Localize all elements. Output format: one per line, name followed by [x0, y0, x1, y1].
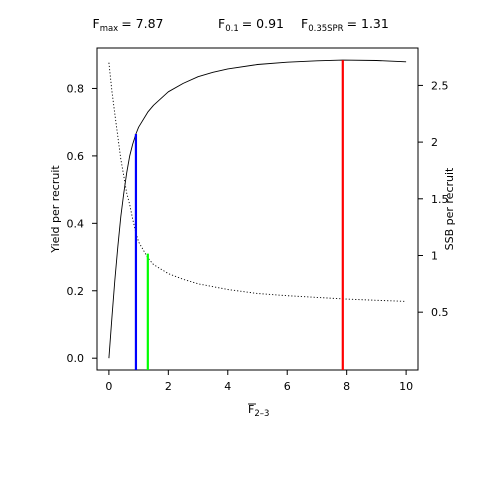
y-tick-label: 0.8	[67, 82, 85, 95]
y2-tick-label: 0.5	[431, 306, 449, 319]
y-axis-label-right: SSB per recruit	[443, 167, 456, 250]
y-tick-label: 0.6	[67, 150, 85, 163]
x-tick-label: 8	[343, 380, 350, 393]
y-axis-label-left: Yield per recruit	[49, 165, 62, 254]
x-tick-label: 4	[224, 380, 231, 393]
y-axis-right: 0.5 1 1.5 2 2.5	[418, 79, 449, 319]
x-axis-label: F2–3	[248, 403, 269, 419]
y2-tick-label: 1.5	[431, 193, 449, 206]
chart-title-f035: F0.35SPR = 1.31	[301, 16, 389, 34]
chart-title: Fmax = 7.87	[92, 16, 163, 34]
x-tick-label: 6	[284, 380, 291, 393]
yield-per-recruit-line	[108, 59, 407, 359]
x-tick-label: 0	[105, 380, 112, 393]
y2-tick-label: 1	[431, 249, 438, 262]
chart-title-f01: F0.1 = 0.91	[218, 16, 284, 34]
series-layer	[108, 59, 407, 359]
y-tick-label: 0.4	[67, 217, 85, 230]
plot-frame	[96, 47, 419, 371]
y2-tick-label: 2.5	[431, 79, 449, 92]
y-tick-label: 0.2	[67, 285, 85, 298]
ssb-per-recruit-line	[108, 62, 407, 302]
y2-tick-label: 2	[431, 136, 438, 149]
x-axis: 0 2 4 6 8 10	[105, 370, 413, 393]
reference-lines	[134, 60, 344, 370]
x-tick-label: 2	[165, 380, 172, 393]
y-tick-label: 0.0	[67, 352, 85, 365]
y-axis-left: 0.0 0.2 0.4 0.6 0.8	[67, 82, 97, 365]
x-tick-label: 10	[399, 380, 413, 393]
